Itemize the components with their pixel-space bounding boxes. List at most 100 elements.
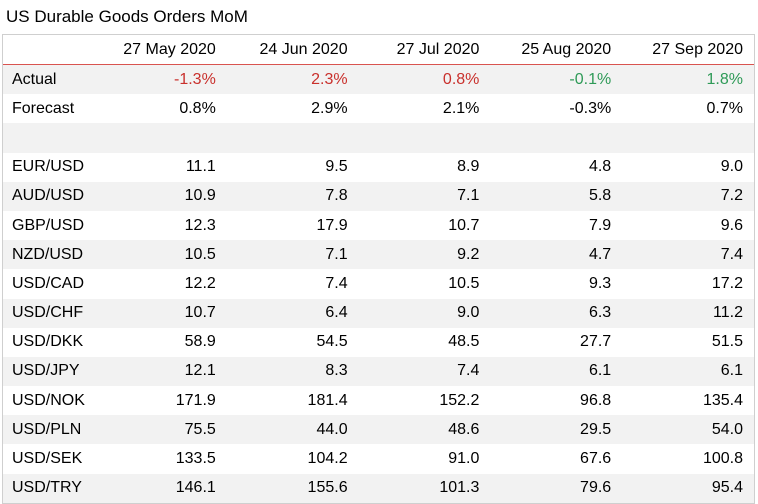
table-cell: 100.8 (702, 450, 743, 468)
forecast-value: 0.8% (179, 99, 216, 117)
table-cell: 101.3 (358, 473, 491, 503)
table-cell: 10.7 (448, 216, 480, 234)
row-label: AUD/USD (3, 181, 95, 211)
row-label: USD/SEK (12, 450, 83, 468)
table-cell: 5.8 (490, 181, 623, 211)
column-header: 25 Aug 2020 (521, 40, 612, 58)
header-row: 27 May 2020 24 Jun 2020 27 Jul 2020 25 A… (3, 35, 754, 65)
table-cell: 104.2 (307, 450, 348, 468)
table-row: AUD/USD 10.9 7.8 7.1 5.8 7.2 (3, 181, 754, 211)
table-cell: 54.0 (622, 415, 754, 445)
table-row: USD/TRY 146.1 155.6 101.3 79.6 95.4 (3, 473, 754, 503)
column-header: 24 Jun 2020 (259, 40, 348, 58)
column-header: 27 Sep 2020 (652, 40, 743, 58)
table-cell: 6.1 (490, 356, 623, 387)
table-cell: 44.0 (226, 415, 359, 445)
forecast-value: 2.1% (442, 99, 480, 117)
table-cell: 7.4 (325, 274, 348, 292)
table-cell: 12.1 (95, 356, 227, 387)
spacer-row (3, 123, 754, 153)
row-label: USD/CHF (3, 298, 95, 328)
row-label: Actual (3, 64, 95, 95)
forecast-value: -0.3% (569, 99, 612, 117)
forecast-row: Forecast 0.8% 2.9% 2.1% -0.3% 0.7% (3, 94, 754, 123)
actual-value: -1.3% (95, 64, 227, 95)
table-row: GBP/USD 12.3 17.9 10.7 7.9 9.6 (3, 211, 754, 240)
table-cell: 27.7 (580, 333, 612, 351)
table-cell: 133.5 (175, 450, 216, 468)
table-cell: 181.4 (307, 391, 348, 409)
table-cell: 67.6 (580, 450, 612, 468)
actual-value: 0.8% (358, 64, 491, 95)
actual-value: 1.8% (622, 64, 754, 95)
table-cell: 7.1 (358, 181, 491, 211)
table-cell: 8.9 (457, 158, 480, 176)
row-label: USD/JPY (3, 356, 95, 387)
row-label: USD/CAD (12, 274, 85, 292)
table-cell: 11.1 (185, 158, 216, 176)
table-cell: 10.5 (95, 240, 227, 270)
table-cell: 54.5 (316, 333, 348, 351)
table-row: NZD/USD 10.5 7.1 9.2 4.7 7.4 (3, 240, 754, 270)
table-cell: 48.6 (358, 415, 491, 445)
table-cell: 10.9 (95, 181, 227, 211)
table-row: USD/JPY 12.1 8.3 7.4 6.1 6.1 (3, 356, 754, 387)
table-cell: 17.2 (711, 274, 743, 292)
table-cell: 9.3 (588, 274, 612, 292)
table-cell: 4.8 (588, 158, 612, 176)
table-cell: 58.9 (184, 333, 216, 351)
table-cell: 146.1 (95, 473, 227, 503)
column-header: 27 May 2020 (123, 40, 216, 58)
row-label: USD/NOK (12, 391, 85, 409)
table-cell: 75.5 (95, 415, 227, 445)
table-cell: 11.2 (622, 298, 754, 328)
row-label: USD/TRY (3, 473, 95, 503)
actual-value: -0.1% (490, 64, 623, 95)
forecast-value: 0.7% (706, 99, 743, 117)
actual-value: 2.3% (226, 64, 359, 95)
table-cell: 79.6 (490, 473, 623, 503)
durable-goods-table: 27 May 2020 24 Jun 2020 27 Jul 2020 25 A… (2, 34, 755, 504)
table-row: USD/NOK 171.9 181.4 152.2 96.8 135.4 (3, 386, 754, 415)
table-cell: 152.2 (439, 391, 480, 409)
row-label: NZD/USD (3, 240, 95, 270)
table-cell: 9.0 (720, 158, 743, 176)
table-row: USD/CHF 10.7 6.4 9.0 6.3 11.2 (3, 298, 754, 328)
table-cell: 91.0 (448, 450, 480, 468)
table-cell: 10.5 (448, 274, 480, 292)
row-label: USD/DKK (12, 333, 84, 351)
table-cell: 7.8 (226, 181, 359, 211)
table-cell: 12.3 (184, 216, 216, 234)
row-label: GBP/USD (12, 216, 85, 234)
table-cell: 6.4 (226, 298, 359, 328)
table-cell: 7.1 (226, 240, 359, 270)
table-cell: 7.2 (622, 181, 754, 211)
table-cell: 7.4 (622, 240, 754, 270)
table-cell: 9.6 (720, 216, 743, 234)
table-cell: 155.6 (226, 473, 359, 503)
table-cell: 17.9 (316, 216, 348, 234)
table-cell: 12.2 (184, 274, 216, 292)
table-row: EUR/USD 11.1 9.5 8.9 4.8 9.0 (3, 153, 754, 182)
table-cell: 9.0 (358, 298, 491, 328)
actual-row: Actual -1.3% 2.3% 0.8% -0.1% 1.8% (3, 64, 754, 95)
table-cell: 9.5 (325, 158, 348, 176)
forecast-value: 2.9% (311, 99, 348, 117)
column-header: 27 Jul 2020 (396, 40, 480, 58)
row-label: Forecast (12, 99, 75, 117)
table-cell: 135.4 (702, 391, 743, 409)
table-cell: 6.3 (490, 298, 623, 328)
table-cell: 4.7 (490, 240, 623, 270)
table-cell: 10.7 (95, 298, 227, 328)
table-cell: 171.9 (175, 391, 216, 409)
header-corner (3, 35, 95, 65)
table-row: USD/SEK 133.5 104.2 91.0 67.6 100.8 (3, 444, 754, 473)
row-label: EUR/USD (12, 158, 85, 176)
row-label: USD/PLN (3, 415, 95, 445)
table-cell: 29.5 (490, 415, 623, 445)
table-row: USD/DKK 58.9 54.5 48.5 27.7 51.5 (3, 328, 754, 357)
table-row: USD/CAD 12.2 7.4 10.5 9.3 17.2 (3, 269, 754, 298)
table-cell: 7.4 (358, 356, 491, 387)
table-title: US Durable Goods Orders MoM (6, 7, 248, 26)
table-row: USD/PLN 75.5 44.0 48.6 29.5 54.0 (3, 415, 754, 445)
